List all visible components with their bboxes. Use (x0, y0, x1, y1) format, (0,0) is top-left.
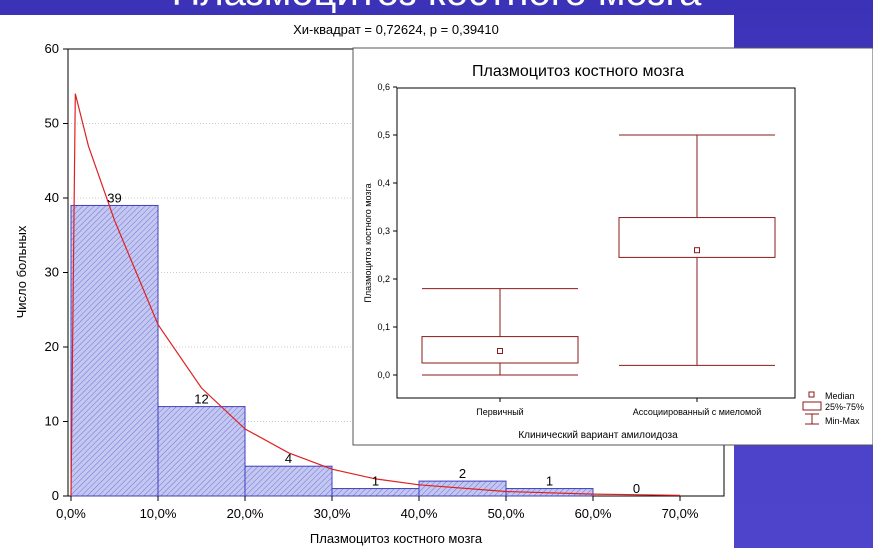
boxplot-y-ticks: 0,0 0,1 0,2 0,3 0,4 0,5 0,6 (377, 82, 397, 380)
box-y-tick-label: 0,4 (377, 178, 390, 188)
box-y-tick-label: 0,1 (377, 322, 390, 332)
x-tick-label: 0,0% (56, 506, 86, 521)
histogram-title: Хи-квадрат = 0,72624, p = 0,39410 (293, 22, 499, 37)
histogram-y-ticks: 0 10 20 30 40 50 60 (45, 41, 68, 503)
box-category-label: Первичный (476, 407, 523, 417)
box-plot-group (618, 134, 776, 366)
bar-value-label: 39 (107, 190, 121, 205)
bar-value-label: 0 (633, 481, 640, 496)
median-marker (497, 348, 503, 354)
y-tick-label: 0 (52, 488, 59, 503)
legend-minmax: Min-Max (825, 416, 860, 426)
box-category-label: Ассоциированный с миеломой (633, 407, 761, 417)
histogram-bar (157, 406, 246, 497)
legend-quartiles: 25%-75% (825, 402, 864, 412)
boxplot-x-label: Клинический вариант амилоидоза (518, 430, 678, 441)
x-tick-label: 10,0% (140, 506, 177, 521)
legend-whisker-icon (805, 413, 819, 425)
box-y-tick-label: 0,3 (377, 226, 390, 236)
box-y-tick-label: 0,5 (377, 130, 390, 140)
legend-median: Median (825, 391, 855, 401)
x-tick-label: 50,0% (488, 506, 525, 521)
legend-box-icon (802, 401, 822, 411)
histogram-bar (70, 204, 159, 497)
slide-title: Плазмоцитоз костного мозга (0, 0, 873, 15)
x-tick-label: 20,0% (227, 506, 264, 521)
x-tick-label: 60,0% (575, 506, 612, 521)
histogram-x-ticks: 0,0% 10,0% 20,0% 30,0% 40,0% 50,0% 60,0% 70,0% (56, 496, 699, 521)
x-tick-label: 30,0% (314, 506, 351, 521)
boxplot-boxes (421, 134, 776, 376)
boxplot-legend: Median 25%-75% Min-Max (802, 391, 864, 426)
fit-curve (70, 93, 681, 497)
median-marker (694, 247, 700, 254)
boxplot-title: Плазмоцитоз костного мозга (472, 63, 684, 80)
box-y-tick-label: 0,6 (377, 82, 390, 92)
y-tick-label: 40 (45, 190, 59, 205)
y-tick-label: 30 (45, 265, 59, 280)
bar-value-label: 12 (194, 392, 208, 407)
histogram-bar (331, 488, 420, 497)
bar-value-label: 1 (546, 474, 553, 489)
histogram-y-label: Число больных (14, 225, 29, 318)
box-y-tick-label: 0,0 (377, 370, 390, 380)
x-tick-label: 70,0% (662, 506, 699, 521)
histogram-bars (70, 204, 594, 497)
boxplot-categories: Первичный Ассоциированный с миеломой (476, 398, 761, 417)
y-tick-label: 60 (45, 41, 59, 56)
histogram-bar (244, 465, 333, 497)
x-tick-label: 40,0% (401, 506, 438, 521)
legend-median-icon (808, 391, 815, 398)
box-plot-group (421, 288, 579, 376)
histogram-x-label: Плазмоцитоз костного мозга (310, 531, 483, 546)
boxplot-y-label: Плазмоцитоз костного мозга (363, 183, 373, 302)
bar-value-label: 2 (459, 466, 466, 481)
y-tick-label: 20 (45, 339, 59, 354)
bar-value-label: 1 (372, 474, 379, 489)
box-y-tick-label: 0,2 (377, 274, 390, 284)
y-tick-label: 50 (45, 116, 59, 131)
bar-value-label: 4 (285, 451, 292, 466)
y-tick-label: 10 (45, 414, 59, 429)
